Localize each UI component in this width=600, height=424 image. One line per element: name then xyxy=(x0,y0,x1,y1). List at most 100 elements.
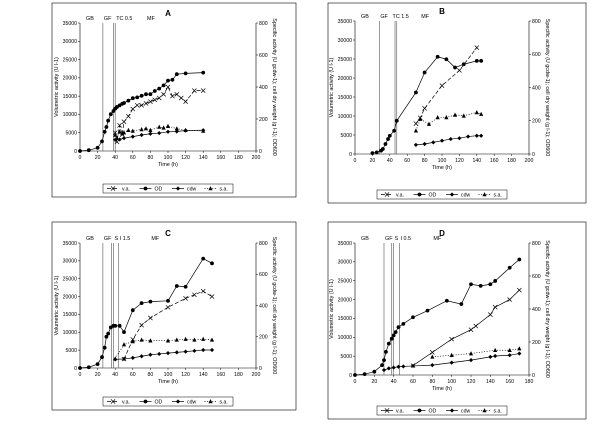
y-left-tick-label: 5000 xyxy=(340,354,352,360)
phase-label: GB xyxy=(361,14,369,20)
data-point-cdw xyxy=(422,141,427,147)
y-right-tick-label: 600 xyxy=(259,53,268,59)
data-point-va xyxy=(174,91,180,97)
data-point-sa xyxy=(113,356,118,361)
y-left-tick-label: 35000 xyxy=(63,241,78,247)
x-tick-label: 160 xyxy=(216,372,225,378)
data-point-OD xyxy=(130,96,135,101)
y-left-tick-label: 0 xyxy=(74,149,77,155)
data-point-OD xyxy=(380,363,384,367)
data-point-va xyxy=(192,88,197,94)
y-axis-right-title: Specific activity (U gcdw-1); cell dry w… xyxy=(271,237,277,375)
legend-label: s.a. xyxy=(220,399,228,405)
data-point-OD xyxy=(453,65,457,70)
data-point-cdw xyxy=(148,131,153,136)
data-point-OD xyxy=(117,323,122,328)
y-left-tick-label: 20000 xyxy=(63,294,78,300)
data-point-OD xyxy=(102,129,107,134)
phase-label: MF xyxy=(421,14,429,20)
data-point-cdw xyxy=(165,129,171,134)
legend-marker xyxy=(208,399,213,404)
data-point-cdw xyxy=(386,366,391,371)
phase-label: GF xyxy=(104,16,112,22)
phase-label: GB xyxy=(86,16,94,22)
data-point-sa xyxy=(165,123,171,128)
data-point-sa xyxy=(157,124,162,129)
y-left-tick-label: 30000 xyxy=(63,39,78,45)
data-point-OD xyxy=(95,362,100,366)
y-right-tick-label: 0 xyxy=(532,152,535,158)
data-point-OD xyxy=(517,257,522,262)
data-point-OD xyxy=(459,302,464,306)
data-point-va xyxy=(161,91,166,97)
data-point-cdw xyxy=(121,356,127,362)
x-tick-label: 100 xyxy=(164,155,173,161)
x-tick-label: 120 xyxy=(181,155,190,161)
data-point-cdw xyxy=(391,365,396,370)
data-point-OD xyxy=(422,70,427,75)
panel-frame xyxy=(327,221,587,420)
data-point-sa xyxy=(507,347,512,353)
y-axis-left-title: Volumetric activity (U l-1) xyxy=(329,279,335,339)
data-point-OD xyxy=(122,330,126,334)
legend-marker xyxy=(384,192,390,197)
y-left-tick-label: 15000 xyxy=(63,312,78,318)
data-point-OD xyxy=(161,83,166,88)
data-point-OD xyxy=(170,77,175,82)
y-right-tick-label: 0 xyxy=(532,373,535,379)
x-tick-label: 40 xyxy=(391,379,397,385)
data-point-sa xyxy=(435,115,440,120)
data-point-cdw xyxy=(130,355,135,360)
data-point-cdw xyxy=(209,347,215,353)
data-point-OD xyxy=(130,308,135,313)
data-point-OD xyxy=(183,284,188,289)
x-tick-label: 0 xyxy=(79,155,82,161)
data-point-va xyxy=(148,99,153,104)
x-tick-label: 120 xyxy=(467,379,476,385)
legend-marker xyxy=(482,408,487,413)
phase-label: TC 0.5 xyxy=(116,16,132,22)
data-point-va xyxy=(139,102,144,108)
x-tick-label: 200 xyxy=(525,158,534,164)
x-tick-label: 120 xyxy=(455,158,464,164)
legend-label: v.a. xyxy=(122,399,130,405)
legend-label: v.a. xyxy=(122,186,130,192)
x-tick-label: 60 xyxy=(130,155,136,161)
data-point-OD xyxy=(148,92,153,97)
x-tick-label: 80 xyxy=(429,379,435,385)
data-point-cdw xyxy=(139,354,144,359)
y-right-tick-label: 400 xyxy=(259,85,268,91)
data-point-OD xyxy=(386,341,391,346)
data-point-OD xyxy=(435,54,440,59)
data-point-va xyxy=(178,95,184,101)
data-point-OD xyxy=(411,315,415,320)
legend-marker xyxy=(175,186,181,191)
data-point-OD xyxy=(157,86,162,91)
data-point-OD xyxy=(174,72,179,77)
y-left-tick-label: 10000 xyxy=(338,335,353,341)
data-point-cdw xyxy=(121,136,127,141)
data-point-sa xyxy=(183,336,188,341)
y-left-tick-label: 5000 xyxy=(65,348,77,354)
chart-panel-C: 0 20 40 60 80 100 120 140 160 180 2000500010000150… xyxy=(51,221,297,411)
y-left-tick-label: 20000 xyxy=(63,76,78,82)
x-tick-label: 180 xyxy=(234,372,243,378)
chart-panel-A: 0 20 40 60 80 100 120 140 160 180 2000500010000150… xyxy=(51,2,297,198)
data-point-cdw xyxy=(165,351,171,356)
legend-marker xyxy=(110,186,116,191)
data-point-va xyxy=(134,102,140,108)
data-point-va xyxy=(183,296,188,301)
data-point-sa xyxy=(201,128,206,133)
data-point-va xyxy=(192,292,197,298)
data-point-cdw xyxy=(466,134,471,139)
data-point-cdw xyxy=(381,367,387,373)
y-right-tick-label: 200 xyxy=(259,335,268,341)
data-point-OD xyxy=(100,355,104,359)
y-left-tick-label: 5000 xyxy=(65,131,77,137)
panel-frame xyxy=(51,2,297,198)
data-point-cdw xyxy=(192,348,197,353)
phase-label: I 0.5 xyxy=(400,236,411,242)
data-point-cdw xyxy=(139,132,144,138)
data-point-sa xyxy=(121,342,127,347)
data-point-OD xyxy=(507,265,512,270)
